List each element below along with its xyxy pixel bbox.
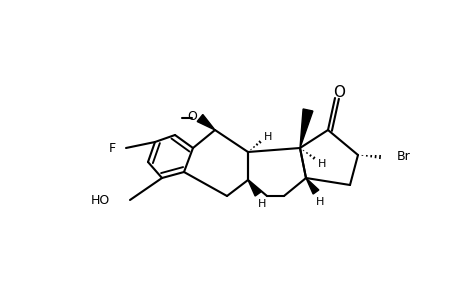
Text: HO: HO (90, 194, 110, 206)
Text: H: H (317, 159, 325, 169)
Text: O: O (332, 85, 344, 100)
Text: H: H (257, 199, 266, 209)
Text: H: H (263, 132, 272, 142)
Polygon shape (247, 180, 260, 196)
Polygon shape (197, 115, 214, 130)
Text: F: F (109, 142, 116, 154)
Text: O: O (187, 110, 196, 124)
Polygon shape (299, 109, 312, 148)
Text: Br: Br (396, 151, 410, 164)
Text: H: H (315, 197, 324, 207)
Polygon shape (305, 178, 318, 194)
